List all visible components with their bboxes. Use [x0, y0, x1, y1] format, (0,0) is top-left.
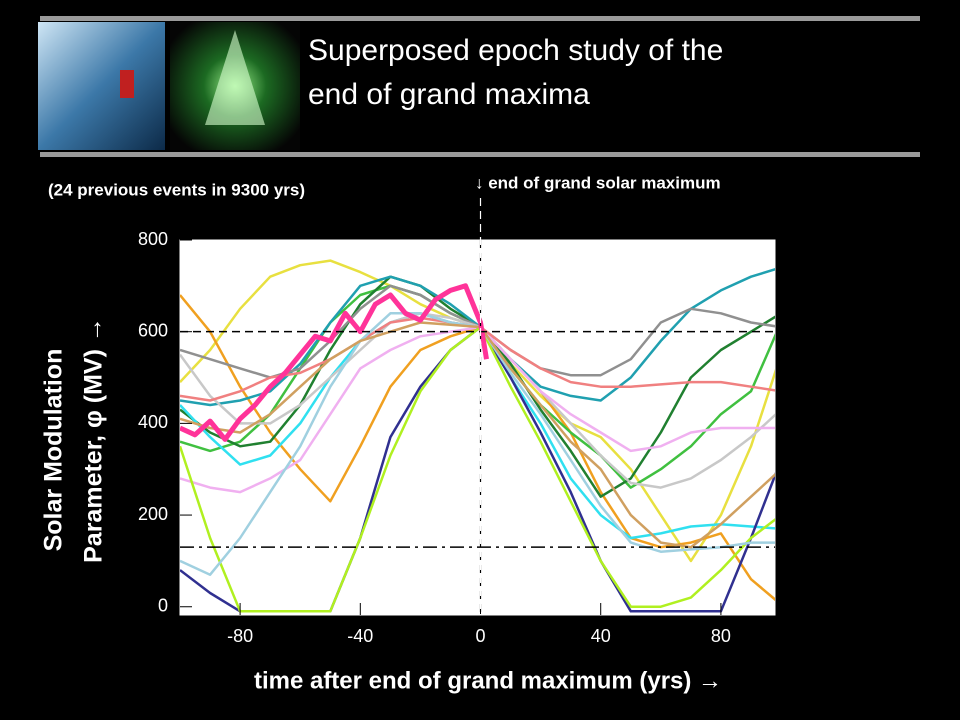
note: (24 previous events in 9300 yrs) [48, 180, 305, 199]
y-tick-label: 800 [138, 229, 168, 249]
x-tick-label: 40 [591, 626, 611, 646]
x-axis-label: time after end of grand maximum (yrs) → [254, 667, 722, 694]
x-tick-label: -80 [227, 626, 253, 646]
annotation: ↓ end of grand solar maximum [475, 173, 721, 192]
photo-cone [205, 30, 265, 125]
photo-figure [120, 70, 134, 98]
series-line [180, 283, 489, 442]
title-line: Superposed epoch study of the [308, 34, 723, 67]
plot [180, 240, 775, 615]
y-axis-label: Parameter, φ (MV) → [80, 317, 108, 563]
x-tick-label: -40 [347, 626, 373, 646]
y-tick-label: 600 [138, 320, 168, 340]
x-tick-label: 80 [711, 626, 731, 646]
y-tick-label: 0 [158, 595, 168, 615]
title-line: end of grand maxima [308, 78, 590, 111]
plot-area [179, 239, 776, 616]
y-tick-label: 200 [138, 504, 168, 524]
y-tick-label: 400 [138, 412, 168, 432]
x-tick-label: 0 [475, 626, 485, 646]
bottom-rule [40, 152, 920, 157]
photo-detector [38, 22, 165, 150]
top-rule [40, 16, 920, 21]
y-axis-label: Solar Modulation [40, 349, 68, 552]
